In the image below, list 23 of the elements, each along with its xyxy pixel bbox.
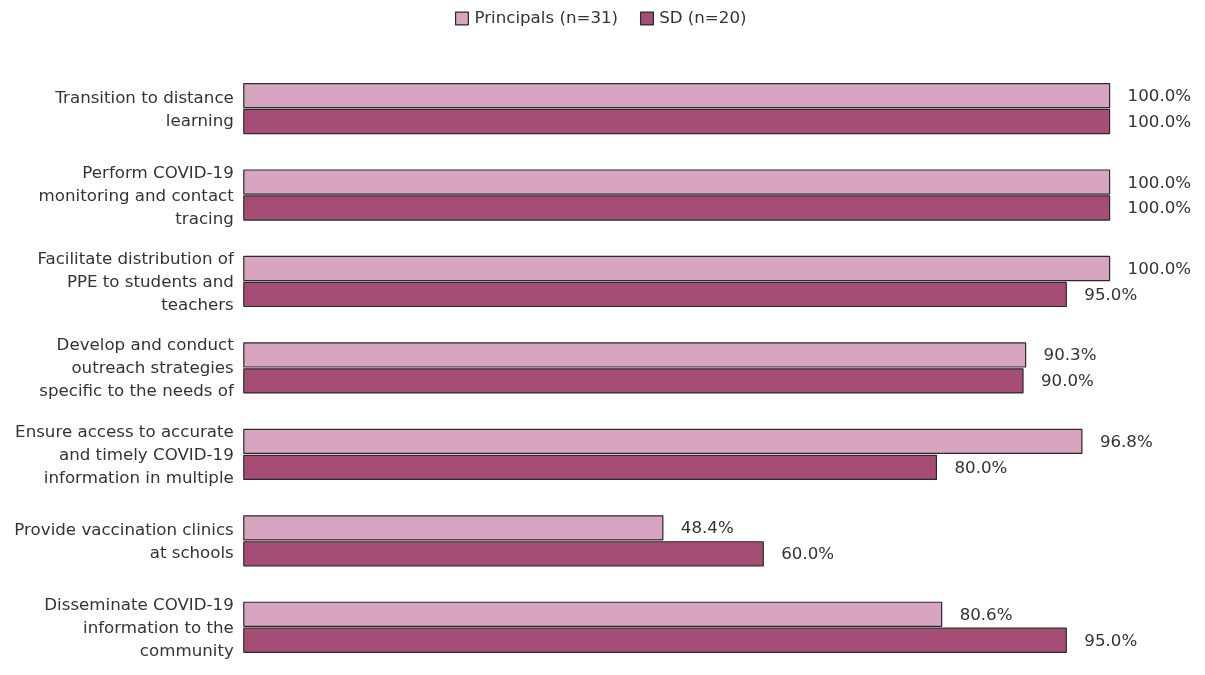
- y-tick-label: Disseminate COVID-19 information to the community: [44, 594, 234, 660]
- y-tick-label: Ensure access to accurate and timely COVID-19 information in multiple: [15, 421, 234, 487]
- legend-label: SD (n=20): [659, 8, 747, 27]
- data-label: 96.8%: [1099, 431, 1153, 451]
- y-tick-label: Develop and conduct outreach strategies specific to the needs of: [39, 335, 235, 401]
- data-label: 100.0%: [1127, 112, 1192, 132]
- data-label: 90.3%: [1043, 345, 1097, 365]
- data-label: 100.0%: [1127, 172, 1192, 192]
- data-label: 100.0%: [1127, 198, 1192, 218]
- data-label: 90.0%: [1041, 371, 1094, 391]
- legend-label: Principals (n=31): [474, 8, 619, 27]
- data-label: 60.0%: [781, 544, 835, 564]
- data-label: 100.0%: [1127, 86, 1192, 106]
- y-tick-label: Facilitate distribution of PPE to students and teachers: [37, 248, 235, 314]
- data-label: 100.0%: [1127, 259, 1192, 278]
- y-tick-label: Provide vaccination clinics at schools: [14, 519, 234, 562]
- y-tick-label: Transition to distance learning: [54, 87, 234, 130]
- data-label: 80.6%: [959, 604, 1013, 624]
- data-label: 80.0%: [954, 457, 1008, 477]
- y-tick-label: Perform COVID-19 monitoring and contact tracing: [38, 162, 235, 228]
- data-label: 95.0%: [1084, 284, 1138, 304]
- data-label: 95.0%: [1084, 630, 1138, 650]
- data-label: 48.4%: [680, 518, 734, 538]
